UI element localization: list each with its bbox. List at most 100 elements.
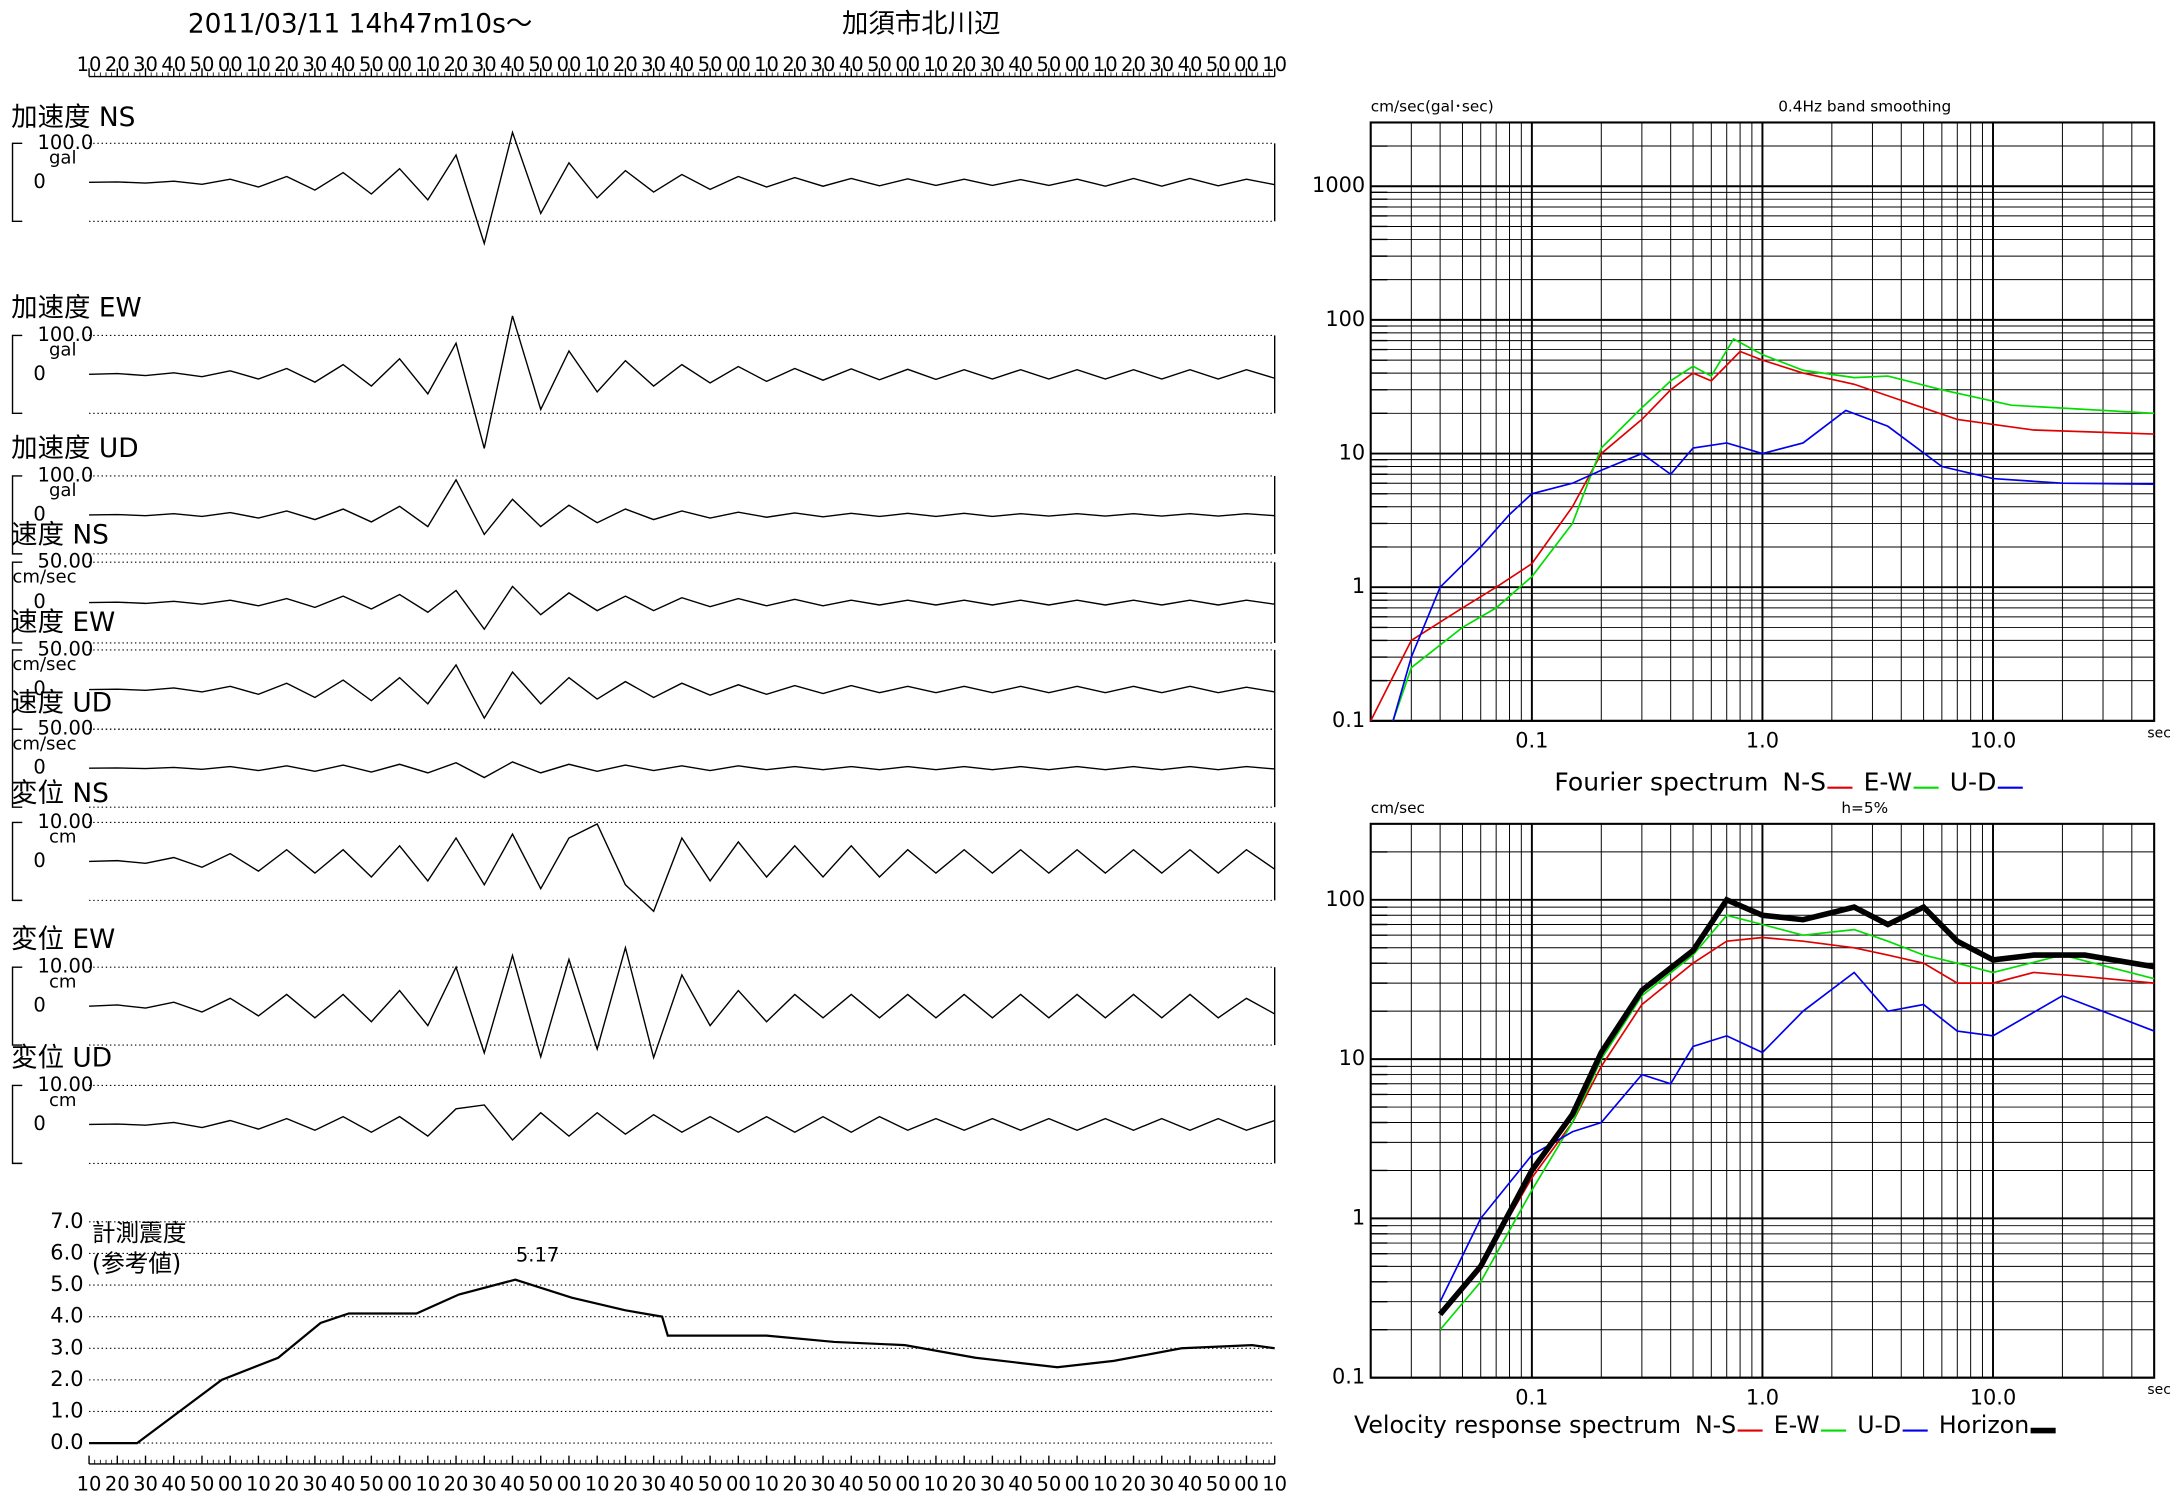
- time-tick-label: 30: [641, 53, 666, 76]
- legend-caption: Fourier spectrum: [1554, 767, 1768, 796]
- x-axis-label: sec: [2147, 725, 2170, 741]
- spectrum-line: [1439, 971, 2155, 1303]
- time-tick-label: 30: [811, 1472, 836, 1495]
- unit-label: gal: [49, 148, 77, 169]
- time-tick-label: 20: [782, 53, 807, 76]
- time-tick-label: 50: [359, 53, 384, 76]
- y-tick-label: 2.0: [50, 1367, 83, 1391]
- time-tick-label: 50: [1206, 1472, 1231, 1495]
- y-tick-label: 4.0: [50, 1304, 83, 1328]
- time-tick-label: 10: [246, 1472, 271, 1495]
- x-tick-label: 0.1: [1515, 1386, 1548, 1410]
- spectrum-line: [1439, 936, 2155, 1315]
- spectrum-line: [1437, 896, 2155, 1317]
- time-tick-label: 30: [472, 53, 497, 76]
- y-tick-label: 1: [1352, 574, 1365, 598]
- time-tick-label: 20: [105, 53, 130, 76]
- unit-label: cm/sec: [12, 734, 76, 755]
- legend-label: E-W: [1864, 767, 1913, 796]
- chart-title: 0.4Hz band smoothing: [1778, 98, 1951, 116]
- waveform-trace: [89, 315, 1275, 449]
- spectrum-line: [1392, 337, 2155, 722]
- station-name: 加須市北川辺: [842, 9, 1001, 40]
- x-tick-label: 10.0: [1970, 729, 2016, 753]
- time-tick-label: 00: [387, 1472, 412, 1495]
- legend-label: N-S: [1782, 767, 1826, 796]
- time-tick-label: 20: [274, 1472, 299, 1495]
- time-tick-label: 30: [1149, 53, 1174, 76]
- time-tick-label: 50: [528, 1472, 553, 1495]
- unit-label: cm: [49, 971, 77, 992]
- panel-bracket: [11, 1084, 23, 1165]
- time-tick-label: 20: [444, 1472, 469, 1495]
- time-tick-label: 40: [669, 1472, 694, 1495]
- time-tick-label: 00: [1065, 1472, 1090, 1495]
- time-tick-label: 20: [444, 53, 469, 76]
- time-tick-label: 00: [1234, 1472, 1259, 1495]
- time-tick-label: 40: [331, 53, 356, 76]
- time-tick-label: 00: [387, 53, 412, 76]
- time-tick-label: 30: [303, 53, 328, 76]
- y-tick-label: 5.0: [50, 1272, 83, 1296]
- time-tick-label: 20: [613, 53, 638, 76]
- time-tick-label: 40: [161, 53, 186, 76]
- x-axis-label: sec: [2147, 1382, 2170, 1398]
- y-tick-label: 0: [33, 170, 45, 193]
- panel-bracket: [11, 475, 23, 555]
- time-tick-label: 40: [161, 1472, 186, 1495]
- time-tick-label: 40: [500, 53, 525, 76]
- y-tick-label: 0.0: [50, 1430, 83, 1454]
- y-tick-label: 0: [33, 849, 45, 872]
- time-tick-label: 10: [1262, 53, 1287, 76]
- time-tick-label: 50: [698, 1472, 723, 1495]
- y-axis-label: cm/sec: [1371, 799, 1425, 817]
- plot-frame: [1369, 822, 2156, 1379]
- panel-bracket: [11, 142, 23, 222]
- time-tick-label: 50: [190, 1472, 215, 1495]
- time-tick-label: 00: [726, 1472, 751, 1495]
- time-tick-label: 20: [952, 53, 977, 76]
- time-tick-label: 40: [1178, 53, 1203, 76]
- unit-label: cm: [49, 827, 77, 848]
- legend-label: U-D: [1950, 767, 1997, 796]
- y-tick-label: 10: [1339, 1046, 1366, 1070]
- spectrum-line: [1369, 350, 2155, 722]
- spectrum-line: [1392, 409, 2155, 722]
- y-tick-label: 10.00: [37, 1073, 93, 1096]
- panel-title: 変位 UD: [11, 1043, 112, 1074]
- unit-label: gal: [49, 340, 77, 361]
- time-tick-label: 50: [528, 53, 553, 76]
- y-axis-label: cm/sec(gal･sec): [1371, 98, 1494, 116]
- panel-title: 加速度 UD: [11, 433, 138, 464]
- chart-title: 計測震度: [92, 1219, 187, 1247]
- time-tick-label: 20: [1121, 53, 1146, 76]
- time-tick-label: 40: [839, 1472, 864, 1495]
- time-tick-label: 40: [1008, 1472, 1033, 1495]
- time-tick-label: 10: [415, 1472, 440, 1495]
- time-tick-label: 20: [782, 1472, 807, 1495]
- panel-bracket: [11, 966, 23, 1046]
- time-tick-label: 20: [952, 1472, 977, 1495]
- time-tick-label: 40: [669, 53, 694, 76]
- time-tick-label: 10: [585, 53, 610, 76]
- waveform-trace: [89, 663, 1275, 720]
- panel-title: 速度 NS: [11, 519, 109, 550]
- time-tick-label: 30: [303, 1472, 328, 1495]
- time-tick-label: 10: [924, 53, 949, 76]
- y-tick-label: 0.1: [1332, 708, 1365, 732]
- y-tick-label: 0: [33, 590, 45, 613]
- time-tick-label: 10: [585, 1472, 610, 1495]
- time-tick-label: 00: [557, 53, 582, 76]
- time-tick-label: 20: [613, 1472, 638, 1495]
- time-tick-label: 50: [1036, 53, 1061, 76]
- unit-label: cm/sec: [12, 567, 76, 588]
- y-tick-label: 1.0: [50, 1398, 83, 1422]
- y-tick-label: 10.00: [37, 810, 93, 833]
- chart-title: h=5%: [1841, 799, 1888, 817]
- y-tick-label: 50.00: [37, 637, 93, 660]
- plot-frame: [1369, 121, 2156, 722]
- time-tick-label: 40: [839, 53, 864, 76]
- panel-title: 加速度 NS: [11, 102, 135, 133]
- time-tick-label: 00: [218, 53, 243, 76]
